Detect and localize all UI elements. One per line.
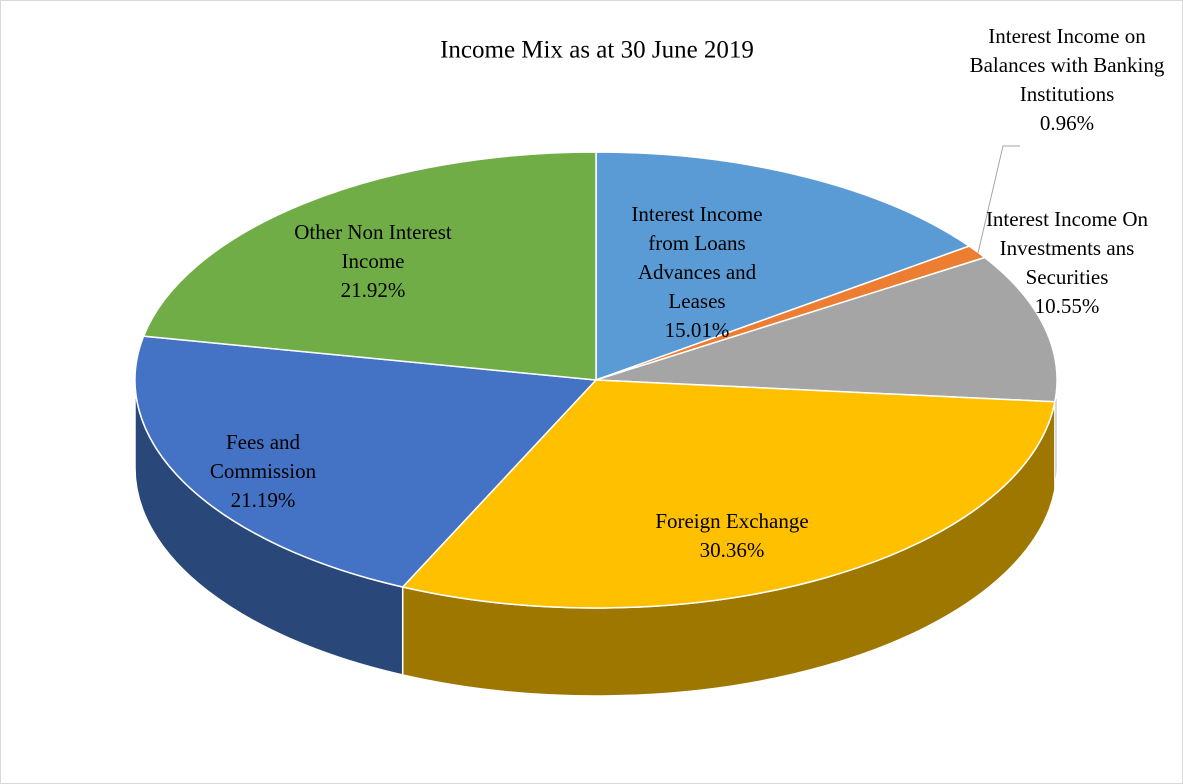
- label-box: Other Non Interest Income 21.92%: [263, 218, 483, 305]
- category-label: Foreign Exchange: [655, 509, 809, 533]
- chart-title: Income Mix as at 30 June 2019: [440, 37, 754, 64]
- label-box: Interest Income On Investments ans Secur…: [960, 205, 1175, 321]
- leader-line: [977, 145, 1020, 254]
- pie-slice: [595, 151, 971, 382]
- pie-slice: [134, 335, 598, 588]
- data-label: Foreign Exchange 30.36%: [602, 507, 862, 565]
- value-label: 21.92%: [340, 278, 406, 302]
- label-box: Fees and Commission 21.19%: [193, 428, 333, 515]
- category-label: Interest Income on Balances with Banking…: [969, 24, 1165, 106]
- category-label: Fees and Commission: [209, 430, 317, 483]
- pie-slice: [595, 256, 1058, 403]
- data-label: Fees and Commission 21.19%: [193, 428, 333, 515]
- data-label: Interest Income on Balances with Banking…: [960, 22, 1175, 138]
- value-label: 15.01%: [664, 318, 730, 342]
- value-label: 10.55%: [1034, 294, 1100, 318]
- data-label: Interest Income from Loans Advances and …: [617, 200, 777, 345]
- pie-slice: [401, 379, 1056, 609]
- category-label: Interest Income from Loans Advances and …: [631, 202, 763, 313]
- label-box: Interest Income from Loans Advances and …: [617, 200, 777, 345]
- value-label: 30.36%: [699, 538, 765, 562]
- data-label: Other Non Interest Income 21.92%: [263, 218, 483, 305]
- category-label: Interest Income On Investments ans Secur…: [985, 207, 1149, 289]
- label-box: Foreign Exchange 30.36%: [602, 507, 862, 565]
- data-label: Interest Income On Investments ans Secur…: [960, 205, 1175, 321]
- label-box: Interest Income on Balances with Banking…: [960, 22, 1175, 138]
- category-label: Other Non Interest Income: [294, 220, 452, 273]
- pie-slice: [142, 151, 597, 381]
- value-label: 21.19%: [230, 488, 296, 512]
- value-label: 0.96%: [1039, 111, 1095, 135]
